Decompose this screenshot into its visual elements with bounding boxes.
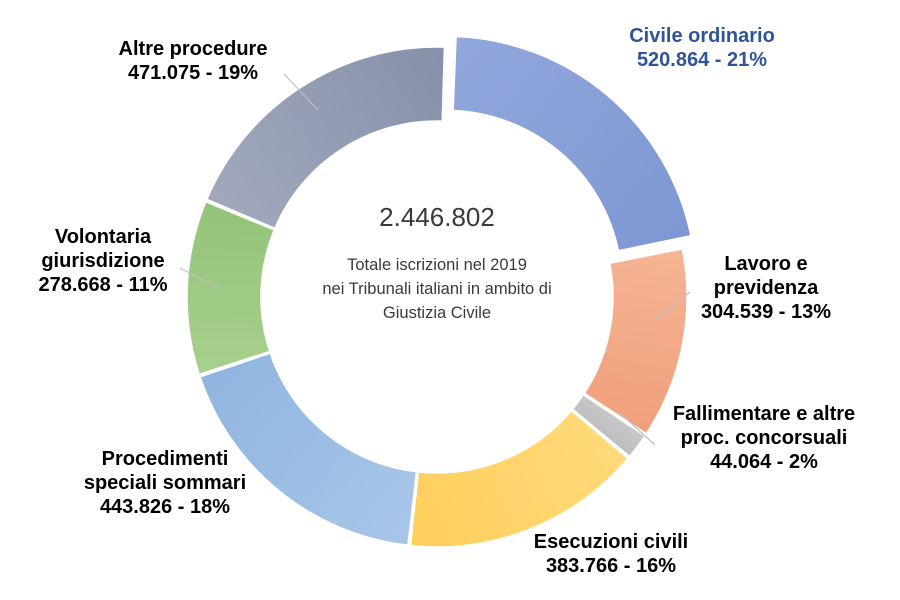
slice-value-label: 520.864 - 21% [637,49,767,71]
slice-name-label: giurisdizione [41,250,164,272]
leader-line [179,267,223,291]
leader-line [619,412,656,446]
center-total: 2.446.802 [379,202,495,232]
leader-line [654,291,691,321]
slice-value-label: 383.766 - 16% [546,555,676,577]
slice-name-label: Fallimentare e altre [673,403,855,425]
leader-lines [179,73,691,446]
slice-name-label: Lavoro e [724,253,807,275]
slice-name-label: speciali sommari [84,472,246,494]
donut-slice [452,35,692,252]
center-line-3: Giustizia Civile [383,304,491,322]
slice-name-label: Procedimenti [102,448,229,470]
slice-value-label: 44.064 - 2% [710,451,818,473]
slices-layer [186,35,692,548]
center-line-2: nei Tribunali italiani in ambito di [322,280,551,298]
donut-slice [409,409,629,548]
donut-slice [583,248,688,435]
slice-value-label: 304.539 - 13% [701,301,831,323]
slice-value-label: 471.075 - 19% [128,62,258,84]
slice-name-label: Civile ordinario [629,25,775,47]
slice-name-label: previdenza [714,277,819,299]
slice-name-label: proc. concorsuali [681,427,848,449]
slice-name-label: Volontaria [55,226,152,248]
leader-line [283,73,319,111]
slice-value-label: 443.826 - 18% [100,496,230,518]
center-line-1: Totale iscrizioni nel 2019 [347,256,527,274]
slice-name-label: Altre procedure [119,38,268,60]
donut-slice [571,393,646,458]
center-text: 2.446.802 Totale iscrizioni nel 2019 nei… [322,202,551,322]
donut-slice [205,46,446,230]
slice-value-label: 278.668 - 11% [39,274,168,296]
donut-slice [186,200,276,376]
donut-slice [199,352,418,547]
slice-name-label: Esecuzioni civili [534,531,689,553]
